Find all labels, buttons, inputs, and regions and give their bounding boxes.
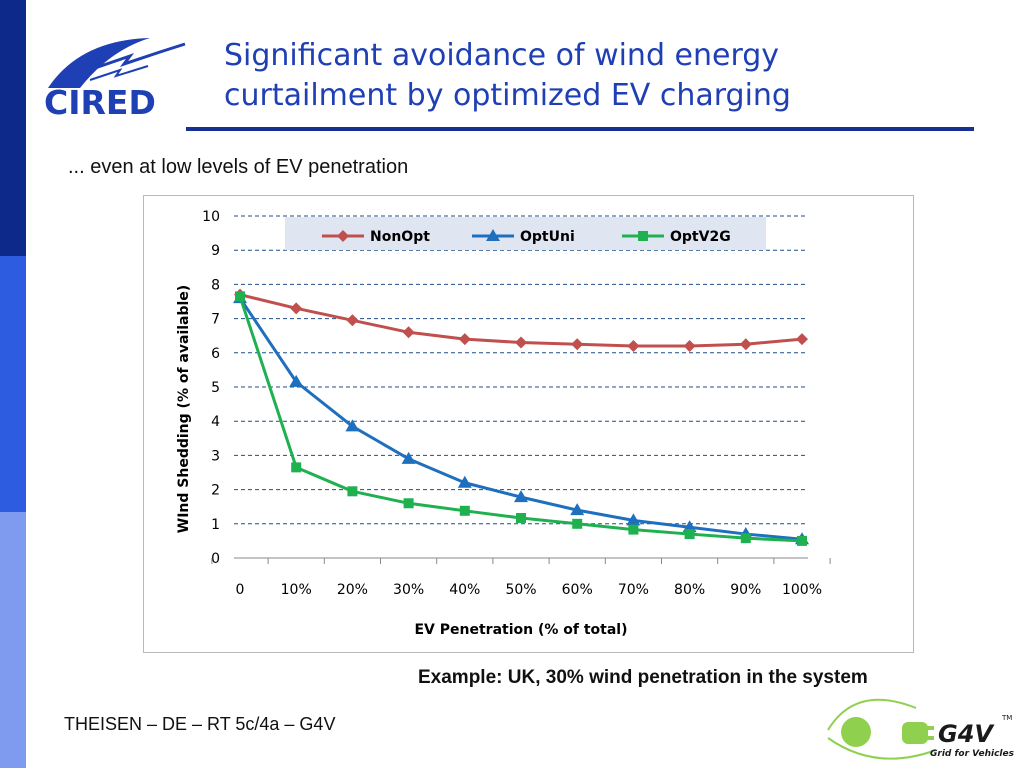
slide-subtitle: ... even at low levels of EV penetration: [68, 156, 409, 178]
series-line-optuni: [238, 297, 803, 541]
y-tick-label: 5: [211, 380, 220, 396]
x-tick-label: 40%: [449, 582, 480, 598]
data-point-optv2g: [516, 512, 526, 523]
y-axis-label: WInd Shedding (% of available): [176, 285, 192, 533]
y-tick-label: 9: [211, 243, 220, 259]
sidebar-stripe-dark: [0, 0, 26, 256]
series-line-optv2g: [238, 295, 803, 543]
data-point-optuni: [570, 503, 585, 516]
title-line-2: curtailment by optimized EV charging: [224, 78, 791, 113]
x-tick-label: 50%: [505, 582, 536, 598]
data-point-nonopt: [571, 338, 584, 351]
legend-marker-optuni: [486, 229, 500, 241]
x-tick-label: 70%: [618, 582, 649, 598]
y-tick-label: 3: [211, 448, 220, 464]
y-tick-label: 4: [211, 414, 220, 430]
data-point-nonopt: [402, 326, 415, 339]
g4v-logo: G4V TM Grid for Vehicles: [827, 698, 1015, 760]
data-point-optv2g: [347, 486, 358, 497]
legend-marker-optv2g: [638, 231, 648, 241]
data-point-optv2g: [403, 498, 414, 509]
data-point-optuni: [345, 419, 360, 432]
data-point-optv2g: [291, 462, 302, 473]
data-point-nonopt: [796, 333, 808, 346]
data-point-nonopt: [683, 339, 696, 352]
g4v-logo-text: G4V: [938, 720, 995, 748]
data-point-nonopt: [458, 333, 471, 346]
x-tick-label: 100%: [782, 582, 822, 598]
legend-label-optv2g: OptV2G: [670, 229, 731, 245]
x-tick-label: 20%: [337, 582, 368, 598]
x-tick-label: 90%: [730, 582, 761, 598]
x-tick-label: 60%: [562, 582, 593, 598]
data-point-optv2g: [459, 505, 470, 516]
data-point-optv2g: [572, 518, 583, 529]
y-tick-label: 1: [211, 517, 220, 533]
y-tick-label: 10: [202, 209, 220, 225]
legend-label-optuni: OptUni: [520, 229, 575, 245]
data-point-optuni: [514, 490, 528, 503]
legend-label-nonopt: NonOpt: [370, 229, 430, 245]
y-tick-label: 7: [211, 312, 220, 328]
x-tick-label: 10%: [281, 582, 312, 598]
g4v-trademark: TM: [1001, 714, 1012, 722]
example-note: Example: UK, 30% wind penetration in the…: [418, 667, 868, 688]
sidebar-stripe-mid: [0, 256, 26, 512]
y-tick-label: 8: [211, 277, 220, 293]
g4v-tagline: Grid for Vehicles: [930, 749, 1015, 759]
y-tick-label: 2: [211, 483, 220, 499]
line-chart: 0 1 2 3 4 5 6 7 8 9 10 0 10% 20% 30% 40% 50% 60% 70% 80% 90%…: [176, 209, 831, 638]
data-point-nonopt: [627, 339, 640, 352]
data-point-optv2g: [235, 291, 245, 302]
page-title: Significant avoidance of wind energy cur…: [224, 36, 984, 116]
legend-marker-nonopt: [337, 230, 349, 242]
data-point-nonopt: [290, 302, 303, 315]
x-tick-label: 0: [236, 582, 245, 598]
x-tick-label: 30%: [393, 582, 424, 598]
title-line-1: Significant avoidance of wind energy: [224, 38, 780, 73]
data-point-optv2g: [684, 529, 695, 540]
data-point-optuni: [457, 475, 472, 488]
x-tick-label: 80%: [674, 582, 705, 598]
y-tick-label: 6: [211, 346, 220, 362]
title-underline: [186, 127, 974, 131]
data-point-optuni: [401, 451, 416, 464]
data-point-optv2g: [628, 524, 639, 535]
data-point-optv2g: [797, 535, 807, 546]
x-axis-label: EV Penetration (% of total): [414, 622, 627, 638]
data-point-optv2g: [740, 533, 751, 544]
y-tick-label: 0: [211, 551, 220, 567]
chart-container: 0 1 2 3 4 5 6 7 8 9 10 0 10% 20% 30% 40% 50% 60% 70% 80% 90%…: [143, 195, 914, 653]
data-point-optuni: [626, 513, 641, 526]
cired-logo: CIRED: [44, 38, 186, 122]
footer-text: THEISEN – DE – RT 5c/4a – G4V: [64, 714, 336, 734]
legend-box: [285, 217, 766, 250]
data-point-optuni: [289, 374, 304, 387]
cired-logo-text: CIRED: [44, 83, 156, 122]
sidebar-stripe-light: [0, 512, 26, 768]
data-point-nonopt: [346, 314, 359, 327]
data-point-nonopt: [515, 336, 527, 349]
data-point-nonopt: [739, 338, 752, 351]
